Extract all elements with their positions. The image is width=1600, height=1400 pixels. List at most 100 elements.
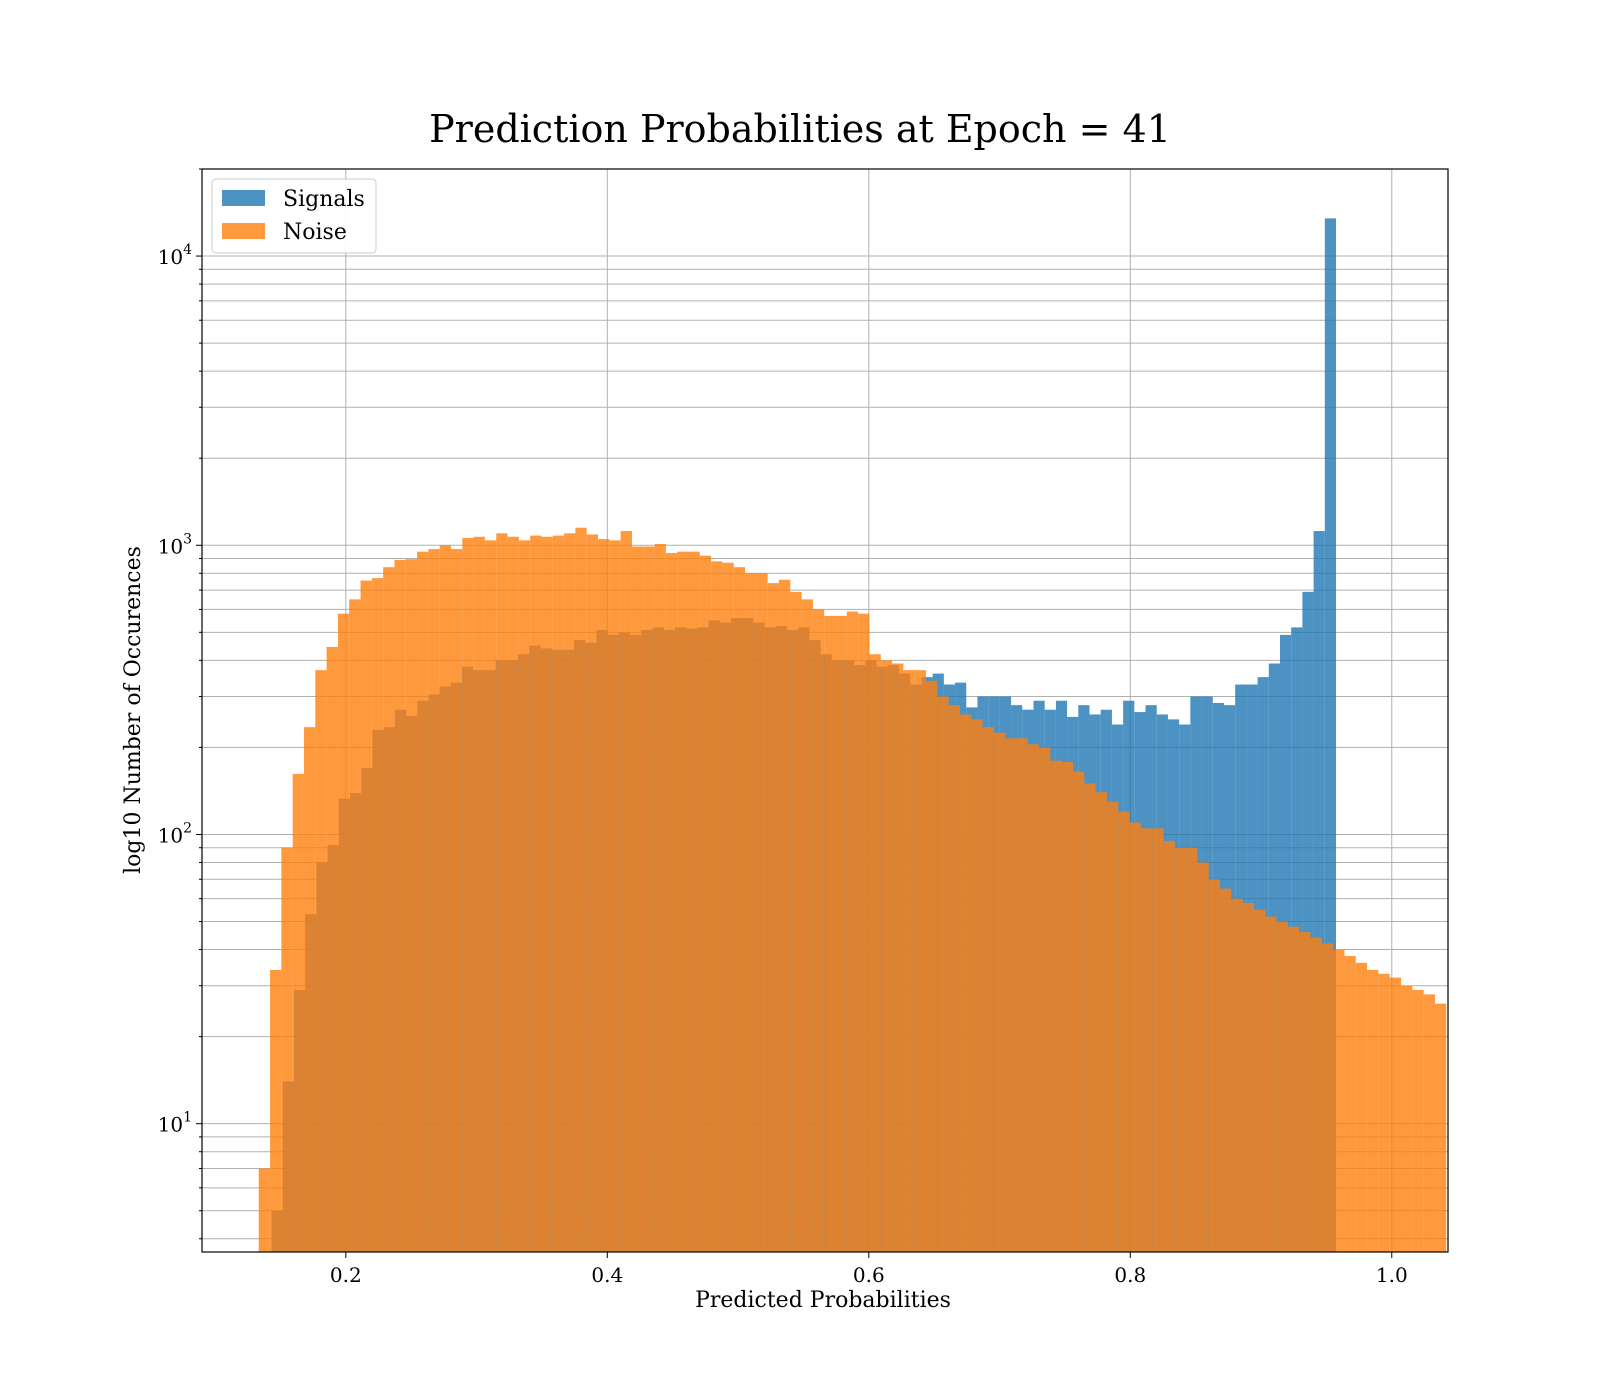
histogram-bar-noise (1220, 888, 1232, 1252)
histogram-bar-noise (1253, 909, 1266, 1252)
histogram-bar-noise (484, 540, 497, 1252)
histogram-bar-signals (1324, 218, 1337, 1253)
histogram-bar-noise (790, 591, 802, 1252)
histogram-bar-noise (699, 555, 712, 1252)
histogram-bar-noise (1106, 801, 1119, 1252)
histogram-bar-noise (869, 654, 881, 1252)
histogram-bar-noise (315, 670, 327, 1252)
legend-swatch-signals (222, 190, 265, 206)
histogram-bar-noise (1412, 989, 1424, 1252)
legend-swatch-noise (222, 223, 265, 239)
series-noise (258, 527, 1447, 1252)
histogram-bars (258, 218, 1447, 1253)
x-tick-label: 1.0 (1376, 1263, 1408, 1287)
histogram-bar-noise (1084, 783, 1096, 1252)
histogram-bar-noise (1027, 744, 1040, 1252)
histogram-bar-noise (1208, 879, 1221, 1252)
y-tick-label: 102 (158, 820, 192, 847)
histogram-bar-noise (858, 613, 870, 1252)
histogram-bar-noise (258, 1168, 271, 1252)
chart-title: Prediction Probabilities at Epoch = 41 (429, 107, 1171, 151)
histogram-bar-noise (745, 573, 757, 1252)
histogram-bar-noise (982, 727, 994, 1252)
histogram-bar-noise (620, 531, 632, 1252)
histogram-bar-noise (688, 551, 700, 1252)
histogram-bar-noise (722, 562, 734, 1252)
histogram-bar-noise (1005, 738, 1017, 1252)
legend: Signals Noise (211, 178, 377, 254)
histogram-bar-noise (1095, 792, 1107, 1252)
histogram-bar-noise (1152, 828, 1164, 1252)
histogram-bar-noise (880, 660, 893, 1252)
legend-label-noise: Noise (283, 220, 347, 245)
histogram-bar-noise (371, 578, 384, 1252)
histogram-bar-noise (1197, 862, 1209, 1252)
histogram-bar-noise (1389, 977, 1401, 1252)
histogram-bar-noise (518, 540, 531, 1252)
histogram-bar-noise (462, 537, 474, 1252)
x-axis-label: Predicted Probabilities (695, 1288, 951, 1313)
histogram-bar-noise (1333, 949, 1345, 1252)
histogram-bar-noise (1276, 921, 1288, 1252)
y-tick-label: 104 (158, 242, 192, 269)
y-tick-label: 101 (158, 1110, 192, 1137)
histogram-bar-noise (812, 609, 825, 1252)
histogram-bar-noise (643, 546, 655, 1252)
histogram-bar-noise (1287, 926, 1300, 1252)
histogram-bar-noise (383, 567, 395, 1252)
histogram-bar-noise (767, 583, 779, 1252)
x-tick-label: 0.6 (853, 1263, 885, 1287)
histogram-bar-noise (598, 539, 610, 1252)
histogram-bar-noise (507, 536, 519, 1252)
histogram-bar-noise (1265, 916, 1277, 1252)
histogram-bar-noise (1061, 762, 1074, 1252)
histogram-bar-noise (846, 611, 859, 1252)
histogram-bar-noise (665, 553, 678, 1252)
histogram-bar-noise (1355, 962, 1368, 1252)
histogram-bar-noise (337, 613, 350, 1252)
histogram-bar-noise (451, 549, 463, 1252)
histogram-bar-noise (1321, 943, 1334, 1252)
axis-ticks: 0.2 0.4 0.6 0.8 1.0 101 102 103 104 (158, 168, 1408, 1287)
histogram-bar-noise (1118, 811, 1130, 1252)
histogram-bar-noise (835, 615, 847, 1252)
histogram-bar-noise (733, 567, 746, 1252)
histogram-bar-noise (971, 719, 983, 1252)
histogram-bar-signals (1313, 531, 1325, 1252)
legend-label-signals: Signals (283, 187, 365, 212)
histogram-bar-noise (1129, 822, 1141, 1252)
histogram-bar-noise (349, 599, 361, 1252)
histogram-bar-noise (1367, 969, 1379, 1252)
histogram-bar-noise (586, 534, 599, 1252)
y-axis-label: log10 Number of Occurences (121, 546, 146, 874)
x-tick-label: 0.2 (330, 1263, 362, 1287)
histogram-bar-noise (1174, 847, 1187, 1252)
histogram-bar-noise (1299, 932, 1311, 1252)
histogram-bar-noise (609, 540, 621, 1252)
histogram-bar-noise (959, 714, 972, 1252)
histogram-bar-noise (1378, 973, 1390, 1252)
histogram-bar-noise (575, 527, 587, 1252)
histogram-bar-noise (1050, 760, 1062, 1252)
histogram-bar-signals (1302, 591, 1314, 1252)
x-tick-label: 0.4 (591, 1263, 623, 1287)
histogram-bar-noise (270, 969, 282, 1252)
histogram-bar-noise (439, 545, 452, 1252)
x-tick-label: 0.8 (1114, 1263, 1146, 1287)
histogram-bar-noise (303, 727, 316, 1252)
histogram-bar-noise (1434, 1003, 1447, 1252)
histogram-bar-noise (281, 847, 293, 1252)
histogram-bar-noise (824, 615, 836, 1252)
histogram-bar-noise (1186, 847, 1198, 1252)
histogram-bar-noise (948, 705, 960, 1252)
histogram-bar-noise (428, 549, 440, 1252)
histogram-bar-noise (1242, 902, 1254, 1252)
histogram-bar-noise (473, 536, 485, 1252)
histogram-bar-noise (417, 551, 429, 1252)
histogram-bar-noise (756, 573, 768, 1252)
histogram-bar-noise (541, 536, 553, 1252)
histogram-bar-noise (778, 579, 791, 1252)
histogram-bar-noise (1423, 994, 1435, 1252)
histogram-bar-noise (530, 535, 542, 1252)
